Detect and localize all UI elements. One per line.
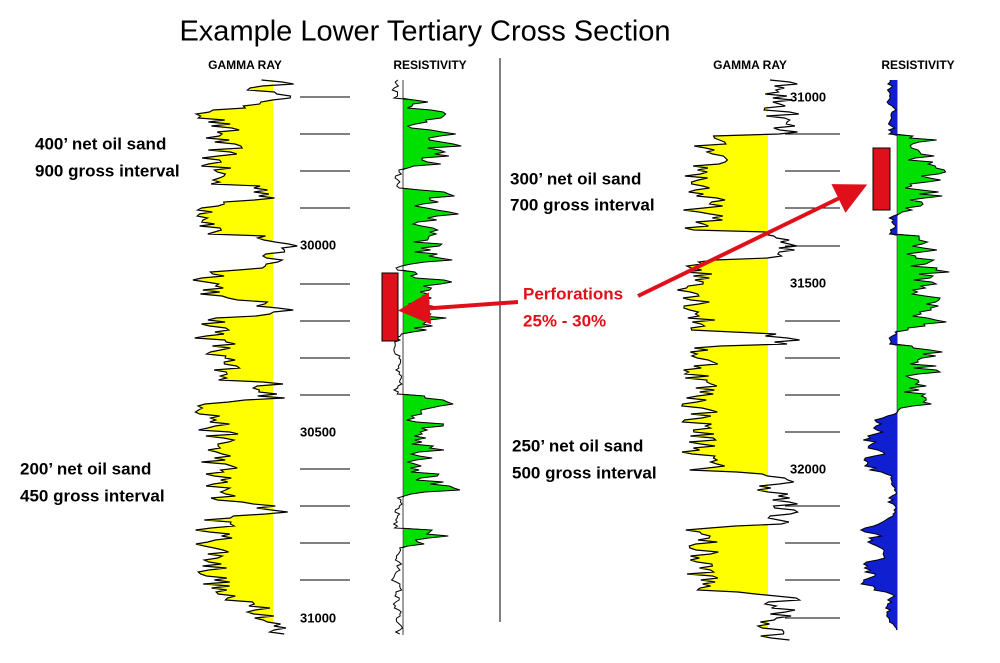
resistivity-curve: [859, 80, 950, 631]
track-header: RESISTIVITY: [393, 58, 466, 72]
sand-fill: [192, 80, 273, 635]
title: Example Lower Tertiary Cross Section: [179, 16, 670, 48]
annotation: 450 gross interval: [20, 486, 165, 505]
arrow: [637, 184, 868, 298]
track-header: GAMMA RAY: [713, 58, 787, 72]
annotation: 900 gross interval: [35, 161, 180, 180]
depth-label: 31500: [790, 275, 826, 290]
oil-fill: [402, 80, 462, 635]
annotation: 700 gross interval: [510, 195, 655, 214]
annotation: 200’ net oil sand: [20, 459, 151, 478]
annotation: 250’ net oil sand: [512, 436, 643, 455]
depth-label: 30000: [300, 237, 336, 252]
track-header: GAMMA RAY: [208, 58, 282, 72]
annotation: 500 gross interval: [512, 463, 657, 482]
depth-label: 31000: [790, 89, 826, 104]
gamma-curve: [677, 79, 802, 641]
gamma-curve: [192, 79, 298, 635]
depth-label: 30500: [300, 424, 336, 439]
water-fill: [860, 80, 897, 630]
sand-fill: [677, 80, 768, 640]
callout: 25% - 30%: [523, 311, 606, 330]
annotation: 400’ net oil sand: [35, 134, 166, 153]
perforation: [381, 272, 399, 342]
track-header: RESISTIVITY: [881, 58, 954, 72]
perforation: [872, 147, 891, 211]
callout: Perforations: [523, 284, 623, 303]
log-curves: [192, 79, 950, 641]
arrow: [398, 292, 519, 325]
depth-label: 32000: [790, 461, 826, 476]
annotation: 300’ net oil sand: [510, 169, 641, 188]
oil-fill: [896, 80, 950, 630]
resistivity-curve: [390, 79, 462, 635]
depth-label: 31000: [300, 610, 336, 625]
